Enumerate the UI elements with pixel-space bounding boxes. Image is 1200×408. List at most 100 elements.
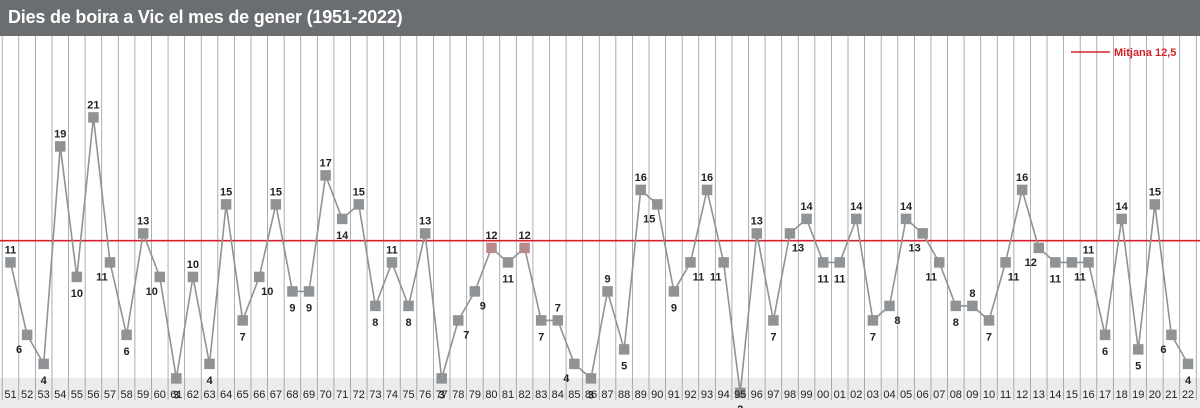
x-tick-label: 68	[286, 389, 298, 401]
x-tick-label: 81	[502, 389, 514, 401]
data-point	[1116, 213, 1127, 225]
data-point	[137, 228, 149, 239]
data-label: 8	[894, 315, 900, 327]
x-tick-label: 92	[684, 389, 696, 401]
x-tick-label: 75	[402, 389, 414, 401]
data-label: 6	[124, 346, 130, 358]
chart-header: Dies de boira a Vic el mes de gener (195…	[0, 0, 1200, 36]
x-tick-label: 17	[1099, 389, 1111, 401]
x-tick-label: 89	[635, 389, 647, 401]
x-tick-label: 76	[419, 389, 431, 401]
data-point	[121, 329, 132, 341]
x-tick-label: 04	[883, 389, 895, 401]
data-point	[220, 199, 232, 210]
data-label: 11	[502, 273, 514, 285]
data-label: 13	[792, 242, 804, 254]
x-tick-label: 67	[270, 389, 282, 401]
x-tick-label: 62	[187, 389, 199, 401]
data-label: 19	[54, 128, 66, 140]
data-point	[370, 300, 381, 312]
x-tick-label: 60	[154, 389, 166, 401]
data-point	[436, 373, 447, 384]
data-point	[851, 213, 862, 225]
x-tick-label: 77	[436, 389, 448, 401]
data-label: 4	[1185, 375, 1192, 387]
x-tick-label: 18	[1116, 389, 1128, 401]
data-point	[967, 300, 978, 312]
data-label: 9	[306, 302, 312, 314]
data-point	[950, 300, 962, 312]
data-label: 11	[1050, 273, 1062, 285]
x-tick-label: 51	[4, 389, 16, 401]
x-tick-label: 59	[137, 389, 149, 401]
chart-title: Dies de boira a Vic el mes de gener (195…	[8, 7, 403, 27]
data-point	[88, 112, 99, 123]
data-label: 10	[187, 259, 199, 271]
data-label: 16	[701, 172, 713, 184]
data-points	[5, 112, 1194, 399]
data-point	[718, 257, 729, 268]
x-tick-label: 71	[336, 389, 348, 401]
x-tick-label: 86	[585, 389, 597, 401]
x-tick-label: 20	[1149, 389, 1161, 401]
data-point	[1099, 329, 1111, 341]
data-label: 21	[87, 99, 99, 111]
legend: Mitjana 12,5	[1071, 47, 1176, 59]
data-point	[867, 315, 879, 326]
data-label: 6	[1102, 346, 1108, 358]
data-point	[652, 199, 663, 210]
x-tick-label: 65	[237, 389, 249, 401]
data-label: 13	[751, 215, 763, 227]
x-tick-label: 82	[518, 389, 530, 401]
data-label: 10	[71, 288, 83, 300]
data-label: 14	[900, 201, 913, 213]
data-label: 4	[41, 375, 48, 387]
x-tick-label: 96	[751, 389, 763, 401]
data-point	[1000, 257, 1011, 268]
data-label: 12	[485, 230, 497, 242]
data-label: 9	[604, 273, 610, 285]
x-tick-label: 56	[87, 389, 99, 401]
x-tick-label: 53	[38, 389, 50, 401]
data-point	[287, 286, 298, 297]
data-label: 9	[289, 302, 295, 314]
data-label: 11	[693, 271, 705, 283]
data-point	[685, 257, 696, 268]
data-label: 8	[372, 317, 378, 329]
x-tick-label: 00	[817, 389, 829, 401]
x-tick-label: 87	[601, 389, 613, 401]
x-tick-label: 99	[800, 389, 812, 401]
data-label: 15	[220, 186, 232, 198]
data-point	[701, 184, 713, 196]
data-label: 16	[1016, 172, 1028, 184]
data-point	[734, 387, 746, 399]
x-tick-labels: 51 52 53 54 55 56 57 58 59 60 61 62 63 64 65 66 67 68 69 70…	[4, 389, 1194, 401]
data-point	[817, 257, 829, 268]
data-label: 5	[1135, 360, 1141, 372]
data-point	[38, 358, 49, 370]
data-label: 7	[240, 331, 246, 343]
data-point	[403, 300, 414, 312]
x-tick-label: 90	[651, 389, 663, 401]
x-tick-label: 73	[369, 389, 381, 401]
data-label: 6	[1160, 344, 1166, 356]
x-tick-label: 07	[933, 389, 945, 401]
x-tick-label: 74	[386, 389, 398, 401]
x-tick-label: 10	[983, 389, 995, 401]
x-tick-label: 80	[485, 389, 497, 401]
data-label: 11	[925, 271, 937, 283]
data-label: 11	[1008, 271, 1020, 283]
data-label: 15	[1149, 186, 1161, 198]
data-label: 4	[563, 373, 570, 385]
data-point	[419, 228, 431, 239]
data-label: 3	[439, 389, 445, 401]
data-point	[55, 141, 66, 152]
data-label: 10	[146, 286, 158, 298]
data-point	[668, 286, 680, 297]
x-tick-label: 58	[120, 389, 132, 401]
x-axis-band	[0, 378, 1200, 408]
data-point	[104, 257, 116, 268]
data-label: 15	[643, 213, 655, 225]
data-label: 8	[953, 317, 959, 329]
